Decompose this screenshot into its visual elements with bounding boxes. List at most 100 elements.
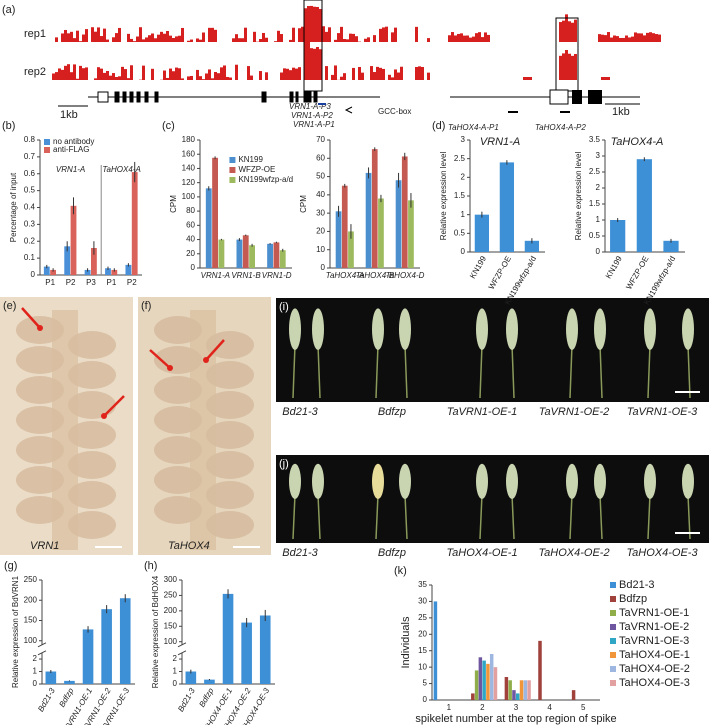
- bar: [474, 214, 490, 252]
- coverage: [217, 73, 220, 80]
- photo-j: [276, 455, 709, 543]
- spike: [476, 463, 488, 499]
- y-tick-label: 250: [24, 575, 38, 584]
- coverage: [565, 49, 568, 80]
- genotype-label: TaHOX4-OE-1: [446, 547, 517, 559]
- coverage: [226, 76, 229, 80]
- bar: [433, 601, 438, 700]
- spike: [594, 463, 606, 499]
- coverage: [421, 66, 424, 80]
- coverage: [136, 36, 139, 42]
- coverage: [67, 33, 70, 42]
- coverage: [307, 6, 310, 43]
- y-tick-label: 0: [33, 679, 38, 688]
- exon: [572, 90, 582, 104]
- lobe: [68, 331, 116, 359]
- coverage: [418, 66, 421, 80]
- y-tick-label: 25: [418, 613, 427, 622]
- coverage: [169, 35, 172, 42]
- exon: [289, 91, 294, 103]
- legend-label: TaHOX4-OE-2: [619, 663, 690, 675]
- coverage: [307, 41, 310, 80]
- y-tick-label: 120: [182, 178, 196, 187]
- bar: [185, 671, 197, 684]
- coverage: [394, 27, 397, 42]
- group-label: TaHOX4-A: [102, 165, 140, 174]
- y-tick-label: 1: [33, 667, 38, 676]
- y-tick-label: 0.5: [24, 186, 36, 195]
- lobe: [206, 511, 254, 539]
- y-tick-label: 40: [316, 190, 325, 199]
- exon: [295, 91, 299, 103]
- coverage: [415, 26, 418, 42]
- legend-swatch: [610, 638, 616, 644]
- y-tick-label: 0.2: [24, 236, 36, 245]
- y-tick-label: 100: [24, 636, 38, 645]
- y-tick-label: 140: [182, 164, 196, 173]
- panel-label: (h): [144, 560, 157, 572]
- coverage: [187, 40, 190, 42]
- coverage: [211, 27, 214, 42]
- coverage: [55, 37, 58, 42]
- coverage: [331, 74, 334, 80]
- bar: [508, 680, 512, 700]
- bar: [119, 598, 131, 684]
- y-tick-label: 2: [33, 654, 38, 663]
- coverage: [289, 70, 292, 80]
- panel-label: (i): [279, 301, 289, 313]
- bar: [504, 677, 509, 700]
- stem: [292, 494, 296, 540]
- bar: [64, 680, 75, 684]
- panel-label: (b): [2, 120, 15, 132]
- panel-label: (d): [432, 120, 445, 132]
- bar: [70, 205, 77, 275]
- bar: [499, 162, 515, 252]
- coverage: [229, 77, 232, 80]
- coverage: [463, 35, 466, 42]
- bar: [204, 679, 215, 684]
- coverage: [202, 32, 205, 42]
- bar: [378, 198, 384, 268]
- legend-label: TaVRN1-OE-3: [619, 635, 689, 647]
- coverage: [265, 37, 268, 42]
- coverage: [358, 66, 361, 80]
- spike: [506, 463, 518, 499]
- x-tick-label: 3: [514, 703, 519, 712]
- coverage: [571, 22, 574, 42]
- coverage: [451, 32, 454, 42]
- y-tick-label: 0.4: [24, 203, 36, 212]
- coverage: [76, 78, 79, 80]
- bar: [478, 657, 483, 700]
- coverage: [460, 33, 463, 42]
- coverage: [316, 6, 319, 43]
- bar: [663, 240, 679, 252]
- coverage: [109, 75, 112, 80]
- coverage: [244, 27, 247, 42]
- y-tick-label: 2.5: [454, 154, 466, 163]
- coverage: [181, 27, 184, 42]
- bar: [218, 239, 225, 268]
- coverage: [214, 29, 217, 42]
- coverage: [103, 72, 106, 80]
- coverage: [628, 37, 631, 42]
- spike: [289, 308, 301, 351]
- coverage: [454, 35, 457, 42]
- coverage: [631, 36, 634, 42]
- coverage: [85, 67, 88, 80]
- coverage: [478, 32, 481, 42]
- bar: [242, 235, 249, 268]
- coverage: [211, 78, 214, 80]
- coverage: [295, 68, 298, 80]
- y-tick-label: 180: [182, 135, 196, 144]
- track-label: rep1: [24, 28, 46, 40]
- spike: [566, 308, 578, 351]
- scale-label: 1kb: [612, 106, 630, 118]
- bar: [82, 629, 94, 684]
- coverage: [289, 39, 292, 42]
- bar: [101, 609, 112, 684]
- bar: [527, 680, 531, 700]
- coverage: [259, 38, 262, 42]
- group-label: VRN1-A: [56, 165, 85, 174]
- coverage: [241, 38, 244, 42]
- coverage: [316, 46, 319, 80]
